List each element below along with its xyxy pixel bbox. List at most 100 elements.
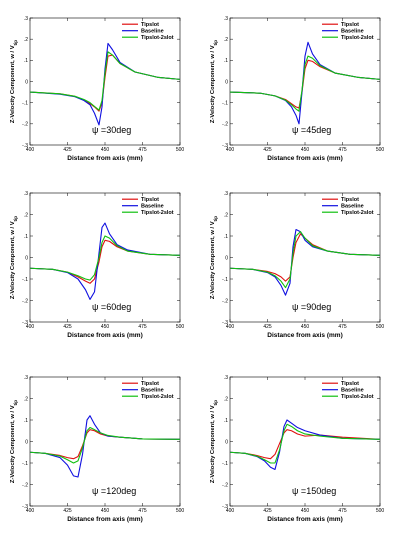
x-tick-label: 425 (63, 324, 72, 330)
y-tick-label: .3 (224, 16, 228, 22)
chart-panel-2: 400 425 450 475 500 -.3 -.2 -.1 0 .1 .2 .3 Distance … (210, 16, 384, 162)
x-axis-label: Distance from axis (mm) (267, 332, 343, 339)
legend-label: Tipslot (341, 197, 359, 203)
y-tick-label: .1 (24, 234, 28, 240)
x-tick-label: 425 (63, 508, 72, 514)
y-tick-label: -.1 (222, 277, 228, 283)
psi-annotation: ψ =150deg (292, 486, 336, 496)
x-tick-label: 475 (138, 147, 147, 153)
y-tick-label: .1 (24, 58, 28, 64)
y-tick-label: .3 (24, 375, 28, 381)
x-tick-label: 425 (63, 147, 72, 153)
x-tick-label: 425 (263, 324, 272, 330)
y-tick-label: 0 (225, 439, 228, 445)
y-tick-label: .1 (224, 418, 228, 424)
x-tick-label: 475 (338, 324, 347, 330)
x-axis-label: Distance from axis (mm) (267, 155, 343, 162)
y-tick-label: -.2 (222, 482, 228, 488)
y-tick-label: -.1 (22, 461, 28, 467)
chart-panel-6: 400 425 450 475 500 -.3 -.2 -.1 0 .1 .2 .3 Distance … (210, 375, 384, 523)
legend-label: Baseline (341, 388, 364, 394)
chart-panel-4: 400 425 450 475 500 -.3 -.2 -.1 0 .1 .2 .3 Distance … (210, 191, 384, 339)
legend-label: Tipslot (141, 22, 159, 28)
x-tick-label: 400 (226, 508, 235, 514)
y-tick-label: -.3 (222, 320, 228, 326)
legend-label: Tipslot (341, 381, 359, 387)
y-tick-label: 0 (225, 79, 228, 85)
series-line-tipslot (29, 239, 181, 284)
legend-label: Baseline (341, 204, 364, 210)
series-line-baseline (29, 42, 181, 126)
chart-panel-1: 400 425 450 475 500 -.3 -.2 -.1 0 .1 .2 .3 Distance … (10, 16, 184, 162)
series-line-baseline (29, 222, 181, 300)
x-tick-label: 450 (301, 324, 310, 330)
y-tick-label: -.1 (22, 277, 28, 283)
y-axis-label: Z-Velocity Component, w / Vtip (10, 40, 18, 123)
x-tick-label: 500 (176, 147, 185, 153)
y-tick-label: 0 (25, 439, 28, 445)
y-tick-label: -.3 (22, 320, 28, 326)
y-tick-label: .3 (224, 375, 228, 381)
y-tick-label: -.2 (222, 122, 228, 128)
legend-label: Baseline (141, 204, 164, 210)
y-tick-label: 0 (25, 79, 28, 85)
legend-label: Tipslot (341, 22, 359, 28)
x-tick-label: 500 (376, 147, 385, 153)
y-axis-label: Z-Velocity Component, w / Vtip (210, 216, 218, 299)
psi-annotation: ψ =45deg (292, 125, 331, 135)
y-tick-label: .3 (24, 16, 28, 22)
y-tick-label: -.2 (222, 298, 228, 304)
y-tick-label: -.3 (222, 143, 228, 149)
y-tick-label: -.1 (222, 100, 228, 106)
legend-label: Baseline (141, 388, 164, 394)
x-tick-label: 425 (263, 508, 272, 514)
psi-annotation: ψ =30deg (92, 125, 131, 135)
x-tick-label: 400 (26, 508, 35, 514)
x-tick-label: 500 (376, 508, 385, 514)
x-axis-label: Distance from axis (mm) (267, 516, 343, 523)
x-tick-label: 475 (338, 508, 347, 514)
y-tick-label: .2 (224, 212, 228, 218)
y-tick-label: .2 (24, 37, 28, 43)
series-line-baseline (229, 41, 381, 125)
y-tick-label: .1 (224, 58, 228, 64)
y-tick-label: 0 (225, 255, 228, 261)
y-tick-label: -.2 (22, 482, 28, 488)
series-line-tipslot-2slot (29, 235, 181, 281)
psi-annotation: ψ =90deg (292, 302, 331, 312)
x-tick-label: 475 (138, 324, 147, 330)
legend-label: Tipslot (141, 381, 159, 387)
legend-label: Tipslot-2slot (141, 210, 174, 216)
y-tick-label: .2 (24, 212, 28, 218)
x-tick-label: 450 (101, 324, 110, 330)
x-tick-label: 475 (338, 147, 347, 153)
x-tick-label: 450 (101, 147, 110, 153)
y-tick-label: -.3 (22, 504, 28, 510)
psi-annotation: ψ =120deg (92, 486, 136, 496)
x-tick-label: 400 (226, 147, 235, 153)
y-axis-label: Z-Velocity Component, w / Vtip (10, 216, 18, 299)
x-tick-label: 500 (376, 324, 385, 330)
y-tick-label: -.3 (22, 143, 28, 149)
y-tick-label: -.2 (22, 298, 28, 304)
x-tick-label: 475 (138, 508, 147, 514)
y-tick-label: .2 (224, 37, 228, 43)
y-tick-label: 0 (25, 255, 28, 261)
series-line-tipslot-2slot (29, 426, 181, 464)
x-tick-label: 425 (263, 147, 272, 153)
legend-label: Baseline (141, 29, 164, 35)
x-tick-label: 500 (176, 324, 185, 330)
series-line-tipslot-2slot (229, 423, 381, 464)
legend-label: Tipslot (141, 197, 159, 203)
y-axis-label: Z-Velocity Component, w / Vtip (210, 400, 218, 483)
legend-label: Tipslot-2slot (341, 394, 374, 400)
legend-label: Baseline (341, 29, 364, 35)
psi-annotation: ψ =60deg (92, 302, 131, 312)
x-axis-label: Distance from axis (mm) (67, 332, 143, 339)
x-tick-label: 450 (301, 147, 310, 153)
legend-label: Tipslot-2slot (341, 210, 374, 216)
y-tick-label: -.3 (222, 504, 228, 510)
series-line-tipslot-2slot (229, 55, 381, 112)
y-tick-label: .1 (24, 418, 28, 424)
